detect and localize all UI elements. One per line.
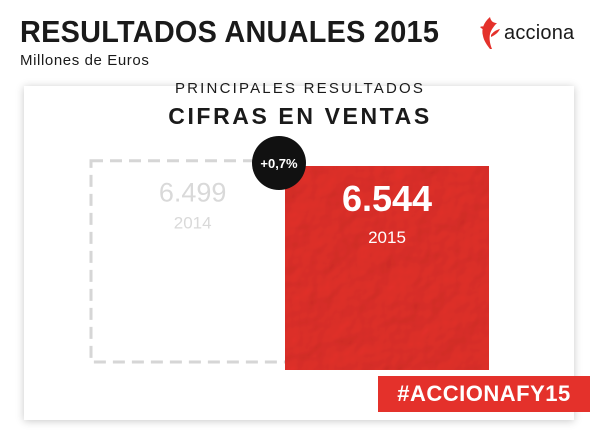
acciona-tree-icon: [480, 17, 500, 49]
card-title: CIFRAS EN VENTAS: [168, 103, 432, 129]
bar-2015-texture: [285, 166, 489, 370]
change-badge: [252, 136, 306, 190]
change-label: +0,7%: [260, 156, 298, 171]
acciona-logo: acciona: [478, 14, 594, 52]
category-label-2015: 2015: [368, 228, 406, 247]
card-kicker: PRINCIPALES RESULTADOS: [174, 80, 426, 97]
value-label-2014: 6.499: [159, 178, 227, 208]
category-label-2014: 2014: [174, 214, 212, 233]
page-subtitle: Millones de Euros: [20, 52, 150, 69]
hashtag-banner: #ACCIONAFY15: [378, 376, 590, 412]
logo-wordmark: acciona: [504, 22, 575, 44]
bar-2014: [89, 159, 294, 364]
page-title: RESULTADOS ANUALES 2015: [20, 14, 440, 49]
value-label-2015: 6.544: [342, 178, 432, 219]
